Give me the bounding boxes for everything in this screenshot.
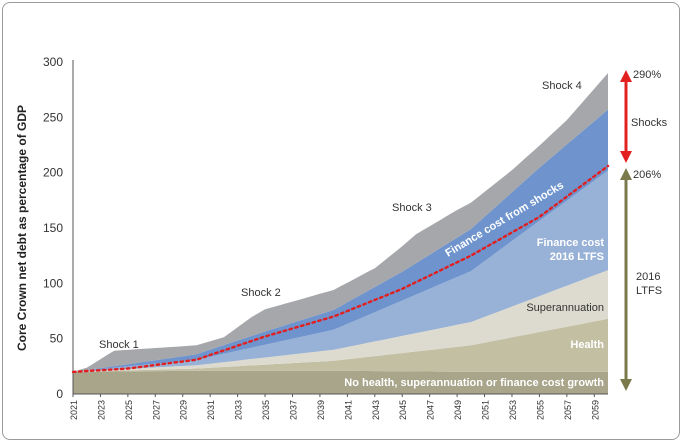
area-finance-cost-2016-ltfs	[73, 170, 608, 372]
x-tick-label: 2041	[343, 400, 353, 420]
x-tick-label: 2037	[289, 400, 299, 420]
chart-frame	[2, 2, 680, 440]
area-layers	[73, 73, 608, 394]
finance-ltfs-label-1: Finance cost	[537, 237, 605, 249]
area-finance-cost-from-shocks	[73, 109, 608, 372]
area-health	[73, 318, 608, 372]
right-top-value: 290%	[633, 69, 661, 81]
shocks-arrow	[620, 70, 632, 163]
finance-ltfs-label-2: 2016 LTFS	[550, 251, 604, 263]
x-tick-label: 2055	[535, 400, 545, 420]
x-tick-label: 2039	[316, 400, 326, 420]
x-tick-label: 2027	[151, 400, 161, 420]
x-tick-label: 2045	[398, 400, 408, 420]
y-axis-label: Core Crown net debt as percentage of GDP	[15, 105, 29, 351]
x-tick-label: 2043	[371, 400, 381, 420]
x-tick-label: 2023	[96, 400, 106, 420]
base-label: No health, superannuation or finance cos…	[344, 377, 604, 389]
area-superannuation	[73, 270, 608, 372]
ltfs-arrow	[620, 168, 632, 391]
right-ltfs-label-1: 2016	[636, 271, 660, 283]
x-tick-label: 2025	[124, 400, 134, 420]
y-tick-label: 50	[50, 332, 64, 346]
y-tick-label: 100	[43, 276, 63, 290]
shock-4-label: Shock 4	[542, 80, 582, 92]
axes	[72, 60, 608, 395]
x-tick-label: 2021	[69, 400, 79, 420]
y-tick-label: 200	[43, 166, 63, 180]
y-tick-label: 300	[43, 55, 63, 69]
x-tick-label: 2033	[234, 400, 244, 420]
x-tick-label: 2057	[563, 400, 573, 420]
x-tick-label: 2049	[453, 400, 463, 420]
right-shocks-label: Shocks	[631, 117, 668, 129]
ltfs-dotted-line	[71, 164, 610, 374]
health-label: Health	[570, 339, 604, 351]
x-tick-labels: 2021 2023 2025 2027 2029 2031 2033 2035 2037 2039…	[69, 394, 600, 420]
x-tick-label: 2051	[481, 400, 491, 420]
y-tick-labels: 0 50 100 150 200 250 300	[43, 55, 63, 401]
right-ltfs-label-2: LTFS	[636, 285, 662, 297]
area-no-health-superannuation-or-finance-cost-growth	[73, 370, 608, 394]
y-tick-label: 150	[43, 221, 63, 235]
shock-1-label: Shock 1	[99, 339, 139, 351]
x-tick-label: 2047	[426, 400, 436, 420]
x-tick-label: 2031	[206, 400, 216, 420]
shock-2-label: Shock 2	[241, 287, 281, 299]
x-tick-label: 2053	[508, 400, 518, 420]
shock-3-label: Shock 3	[392, 202, 432, 214]
y-tick-label: 0	[56, 387, 63, 401]
right-mid-value: 206%	[633, 169, 661, 181]
superannuation-label: Superannuation	[526, 302, 604, 314]
x-tick-label: 2035	[261, 400, 271, 420]
y-tick-label: 250	[43, 110, 63, 124]
x-tick-label: 2059	[590, 400, 600, 420]
x-tick-label: 2029	[179, 400, 189, 420]
